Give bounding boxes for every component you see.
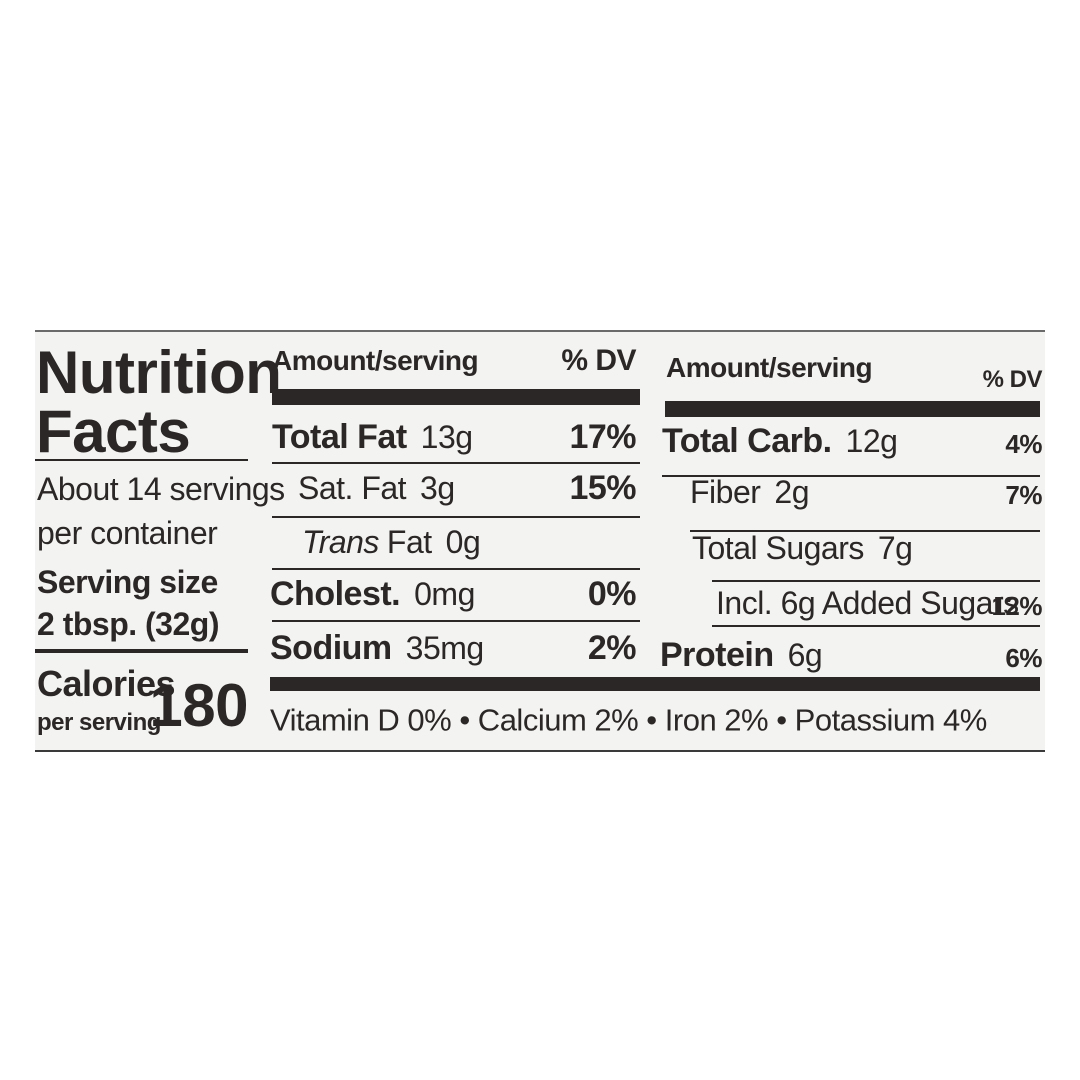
title: Facts	[36, 398, 191, 465]
rule	[272, 568, 640, 570]
nutrient-dv: 6%	[1005, 643, 1042, 673]
nutrient-name: Fiber	[690, 474, 761, 510]
nutrient-row: Protein 6g	[660, 636, 823, 674]
nutrient-row: Fiber 2g	[690, 476, 809, 508]
nutrient-amount: 13g	[420, 419, 473, 455]
column-header: Amount/serving	[666, 352, 873, 383]
nutrient-amount: 6g	[787, 637, 823, 673]
nutrient-row: Total Sugars 7g	[692, 530, 913, 566]
rule	[690, 530, 1040, 532]
rule	[712, 580, 1040, 582]
nutrient-name: Protein	[660, 636, 774, 674]
dv-header: % DV	[982, 366, 1043, 393]
nutrient-amount: 0mg	[414, 576, 475, 612]
rule	[665, 401, 1040, 417]
nutrient-name: Total Sugars	[692, 530, 864, 566]
nutrient-amount: 7g	[877, 530, 913, 566]
rule	[35, 459, 248, 461]
nutrient-amount: 35mg	[405, 630, 485, 666]
nutrient-dv: 15%	[569, 469, 636, 507]
nutrient-name: Fat	[386, 524, 432, 560]
calories-label: Calories	[37, 663, 176, 704]
dv-header: % DV	[561, 344, 636, 377]
nutrient-amount: 2g	[774, 474, 809, 510]
servings-text: About 14 servings	[37, 471, 285, 507]
nutrient-row: Total Fat 13g	[272, 420, 473, 454]
rule	[272, 620, 640, 622]
nutrient-name: Total Fat	[272, 418, 407, 456]
rule	[272, 516, 640, 518]
vitamins-minerals: Vitamin D 0% • Calcium 2% • Iron 2% • Po…	[270, 702, 987, 738]
nutrient-dv: 2%	[587, 629, 637, 667]
calories-value: 180	[149, 672, 248, 739]
nutrient-row: Sodium 35mg	[270, 631, 484, 665]
nutrient-name: Total Carb.	[662, 422, 832, 460]
nutrient-name: Sodium	[270, 629, 392, 667]
nutrient-row: Cholest. 0mg	[270, 577, 475, 611]
nutrient-amount: 0g	[445, 524, 481, 560]
nutrient-dv: 12%	[991, 591, 1042, 621]
nutrient-row: Total Carb. 12g	[662, 422, 898, 460]
nutrient-dv: 17%	[569, 418, 636, 456]
serving-size-amount: 2 tbsp. (32g)	[37, 606, 219, 642]
rule	[272, 389, 640, 405]
nutrient-dv: 4%	[1005, 429, 1042, 459]
nutrient-name: Incl. 6g Added Sugars	[716, 585, 1019, 621]
rule	[35, 649, 248, 653]
nutrient-name: Cholest.	[270, 575, 401, 613]
nutrient-name: Trans	[302, 524, 379, 560]
nutrient-row: Incl. 6g Added Sugars	[716, 587, 1019, 619]
calories-sublabel: per serving	[37, 709, 161, 736]
rule	[270, 677, 1040, 691]
serving-size-label: Serving size	[37, 564, 218, 600]
rule	[662, 475, 1040, 477]
nutrient-row: Sat. Fat 3g	[298, 472, 455, 504]
nutrient-dv: 0%	[587, 575, 637, 613]
column-header: Amount/serving	[272, 345, 479, 376]
rule	[272, 462, 640, 464]
servings-text: per container	[37, 515, 218, 551]
nutrient-amount: 3g	[420, 470, 455, 506]
nutrient-dv: 7%	[1005, 480, 1042, 510]
title: Nutrition	[36, 339, 282, 406]
nutrient-name: Sat. Fat	[298, 470, 407, 506]
nutrient-row: Trans Fat 0g	[302, 524, 481, 560]
rule	[712, 625, 1040, 627]
nutrient-amount: 12g	[845, 423, 898, 459]
